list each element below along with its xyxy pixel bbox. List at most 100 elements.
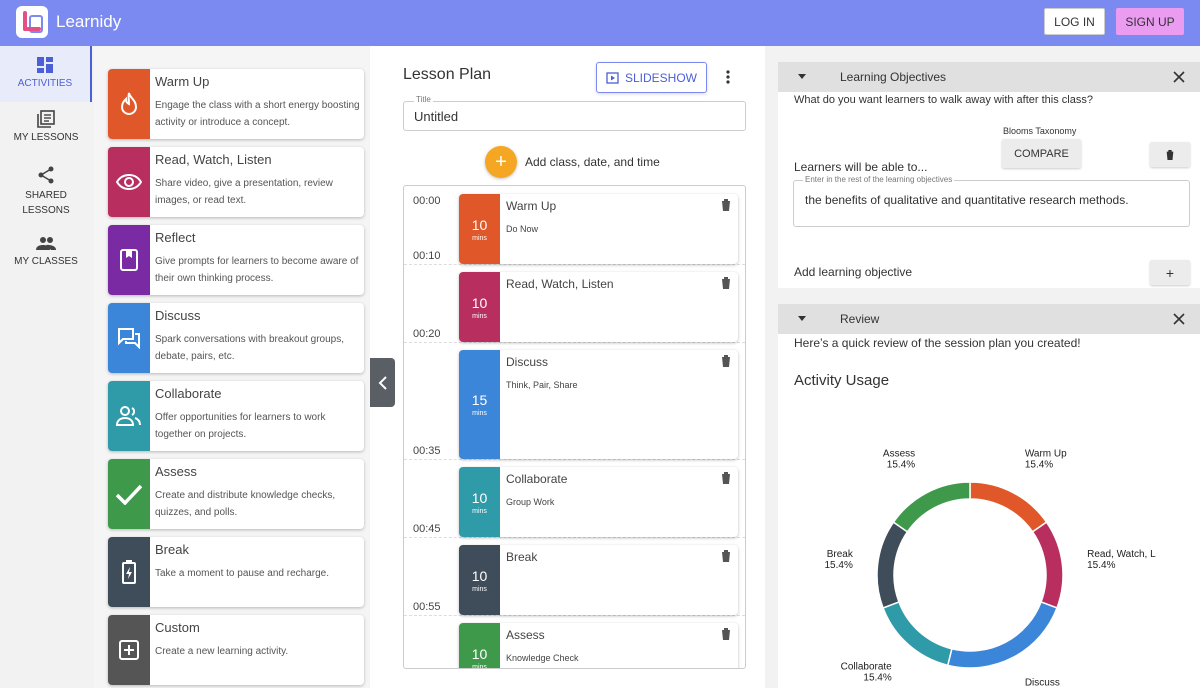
block-minutes-unit: mins (472, 507, 487, 515)
nav-my-classes[interactable]: MY CLASSES (0, 236, 92, 280)
block-duration: 15 mins (459, 350, 500, 459)
activity-card-assess[interactable]: Assess Create and distribute knowledge c… (108, 459, 364, 529)
lesson-block-warm-up[interactable]: 10 mins Warm Up Do Now (459, 194, 738, 264)
activity-color-strip (108, 381, 150, 451)
objective-text-field[interactable]: Enter in the rest of the learning object… (793, 175, 1190, 227)
block-title: Warm Up (506, 199, 557, 213)
compare-button[interactable]: COMPARE (1002, 139, 1081, 168)
time-marker: 00:35 (413, 445, 441, 457)
nav-my-lessons[interactable]: MY LESSONS (0, 110, 92, 154)
more-options-icon[interactable] (726, 70, 730, 84)
check-icon (115, 484, 143, 505)
donut-slice-value: 15.4% (825, 560, 853, 571)
objective-field-value[interactable]: the benefits of qualitative and quantita… (805, 193, 1129, 207)
donut-slice-label: Assess (883, 449, 915, 460)
lesson-block-read-watch-listen[interactable]: 10 mins Read, Watch, Listen (459, 272, 738, 342)
nav-activities-label: ACTIVITIES (17, 78, 73, 89)
block-title: Discuss (506, 355, 549, 369)
delete-objective-button[interactable] (1150, 142, 1190, 167)
lesson-block-collaborate[interactable]: 10 mins Collaborate Group Work (459, 467, 738, 537)
slideshow-button[interactable]: SLIDESHOW (596, 62, 707, 93)
collapse-caret-icon[interactable] (798, 74, 806, 79)
activity-title: Assess (155, 464, 197, 479)
block-subtitle[interactable]: Do Now (506, 224, 539, 234)
activity-title: Reflect (155, 230, 196, 245)
add-class-label: Add class, date, and time (525, 155, 660, 169)
delete-block-icon[interactable] (720, 276, 732, 290)
lesson-timeline: 00:00 00:10 00:20 00:35 00:45 00:55 10 mi… (403, 185, 746, 669)
close-icon[interactable] (1173, 71, 1185, 83)
lesson-block-discuss[interactable]: 15 mins Discuss Think, Pair, Share (459, 350, 738, 459)
activity-description: Create and distribute knowledge checks, … (155, 490, 336, 518)
delete-block-icon[interactable] (720, 198, 732, 212)
activity-catalog: Warm Up Engage the class with a short en… (94, 46, 370, 688)
add-objective-label: Add learning objective (794, 265, 913, 279)
donut-slice-label: Read, Watch, L (1087, 549, 1156, 560)
learnidy-logo[interactable] (16, 6, 48, 38)
timeline-divider (404, 342, 745, 343)
activity-title: Collaborate (155, 386, 222, 401)
objective-field-label: Enter in the rest of the learning object… (803, 175, 955, 184)
lesson-title-field[interactable]: Title Untitled (403, 95, 746, 131)
block-minutes-unit: mins (472, 410, 487, 417)
donut-slice[interactable] (1031, 521, 1064, 609)
left-nav: ACTIVITIES MY LESSONS SHARED LESSONS MY … (0, 46, 94, 688)
donut-slice[interactable] (882, 600, 953, 667)
login-button[interactable]: LOG IN (1044, 8, 1105, 35)
activity-card-warm-up[interactable]: Warm Up Engage the class with a short en… (108, 69, 364, 139)
donut-slice[interactable] (946, 600, 1058, 669)
block-subtitle[interactable]: Knowledge Check (506, 653, 579, 663)
add-box-icon (119, 640, 139, 660)
donut-slice[interactable] (969, 481, 1048, 533)
learning-objectives-panel: Learning Objectives What do you want lea… (778, 62, 1200, 288)
nav-shared-lessons[interactable]: SHARED LESSONS (0, 166, 92, 222)
delete-block-icon[interactable] (720, 471, 732, 485)
activity-title: Warm Up (155, 74, 210, 89)
lesson-block-assess[interactable]: 10 mins Assess Knowledge Check (459, 623, 738, 668)
brand-name: Learnidy (56, 12, 122, 31)
activity-description: Share video, give a presentation, review… (155, 178, 333, 206)
trash-icon (1165, 149, 1175, 160)
learning-objectives-header[interactable]: Learning Objectives (778, 62, 1200, 92)
activity-card-break[interactable]: Break Take a moment to pause and recharg… (108, 537, 364, 607)
nav-shared-lessons-label: SHARED LESSONS (22, 190, 70, 216)
add-class-date-time[interactable]: + Add class, date, and time (485, 146, 660, 178)
activity-title: Break (155, 542, 189, 557)
review-header[interactable]: Review (778, 304, 1200, 334)
block-subtitle[interactable]: Group Work (506, 497, 555, 507)
delete-block-icon[interactable] (720, 354, 732, 368)
donut-slice[interactable] (892, 481, 971, 533)
activity-color-strip (108, 147, 150, 217)
close-icon[interactable] (1173, 313, 1185, 325)
nav-activities[interactable]: ACTIVITIES (0, 46, 92, 102)
activity-card-discuss[interactable]: Discuss Spark conversations with breakou… (108, 303, 364, 373)
activity-color-strip (108, 459, 150, 529)
signup-button[interactable]: SIGN UP (1116, 8, 1184, 35)
lesson-plan-heading: Lesson Plan (403, 66, 492, 83)
share-icon (38, 166, 54, 184)
add-objective-button[interactable]: + (1150, 260, 1190, 285)
activity-card-collaborate[interactable]: Collaborate Offer opportunities for lear… (108, 381, 364, 451)
lesson-title-value[interactable]: Untitled (414, 109, 459, 124)
donut-slice-value: 15.4% (863, 672, 891, 683)
donut-slice-label: Collaborate (841, 661, 893, 672)
add-class-plus-icon[interactable]: + (485, 146, 517, 178)
activity-card-custom[interactable]: Custom Create a new learning activity. (108, 615, 364, 685)
dashboard-icon (37, 57, 53, 73)
delete-block-icon[interactable] (720, 627, 732, 641)
activity-color-strip (108, 225, 150, 295)
delete-block-icon[interactable] (720, 549, 732, 563)
eye-icon (116, 173, 142, 191)
activity-description: Take a moment to pause and recharge. (155, 568, 329, 579)
activity-card-reflect[interactable]: Reflect Give prompts for learners to bec… (108, 225, 364, 295)
donut-slice-value: 15.4% (887, 460, 915, 471)
time-marker: 00:20 (413, 328, 441, 340)
block-subtitle[interactable]: Think, Pair, Share (506, 380, 578, 390)
group-icon (116, 406, 141, 426)
donut-slice[interactable] (876, 521, 909, 609)
collapse-caret-icon[interactable] (798, 316, 806, 321)
activity-card-read-watch-listen[interactable]: Read, Watch, Listen Share video, give a … (108, 147, 364, 217)
lesson-block-break[interactable]: 10 mins Break (459, 545, 738, 615)
collapse-catalog-button[interactable] (370, 358, 395, 407)
